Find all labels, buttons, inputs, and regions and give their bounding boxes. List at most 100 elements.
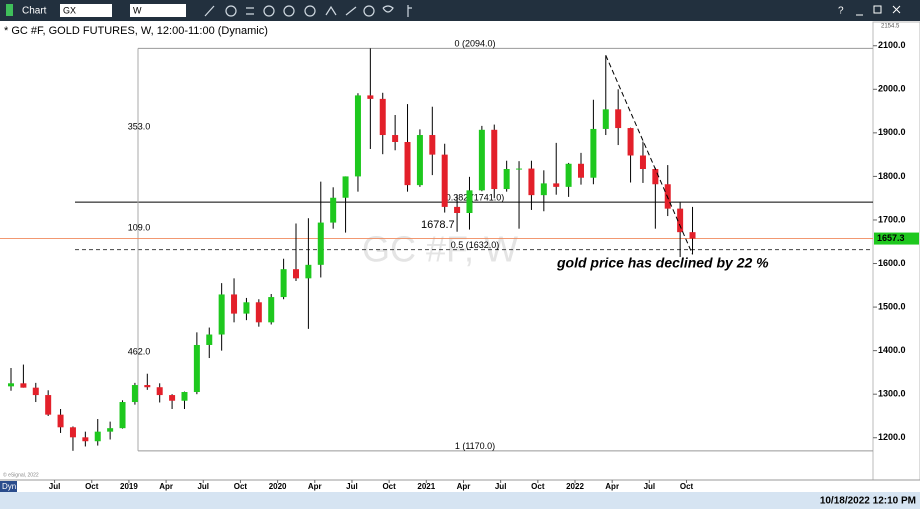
candle-body bbox=[45, 395, 52, 415]
toolbar-icons[interactable] bbox=[204, 5, 412, 17]
candle-body bbox=[367, 95, 374, 99]
candle-body bbox=[119, 402, 126, 429]
help-button[interactable]: ? bbox=[838, 6, 844, 17]
datetime: 10/18/2022 12:10 PM bbox=[820, 496, 916, 507]
y-tick-label: 1300.0 bbox=[878, 389, 906, 399]
candle-body bbox=[652, 169, 659, 185]
y-tick-label: 1800.0 bbox=[878, 171, 906, 181]
x-tick-label: Apr bbox=[457, 482, 471, 491]
window-controls[interactable] bbox=[856, 5, 901, 16]
candle-body bbox=[131, 385, 138, 403]
x-tick-label: Jul bbox=[495, 482, 507, 491]
candle-body bbox=[416, 135, 423, 186]
y-tick-label: 1500.0 bbox=[878, 301, 906, 311]
x-tick-label: Jul bbox=[644, 482, 656, 491]
symbol-input[interactable] bbox=[60, 4, 112, 17]
fib-label: 1 (1170.0) bbox=[455, 441, 495, 451]
candle-body bbox=[342, 176, 349, 198]
y-tick-label: 1600.0 bbox=[878, 258, 906, 268]
candle-body bbox=[144, 385, 151, 388]
candle-body bbox=[466, 190, 473, 213]
plot-area bbox=[0, 22, 873, 480]
candle-body bbox=[627, 128, 634, 156]
candle-body bbox=[243, 302, 250, 314]
candle-body bbox=[615, 109, 622, 129]
x-tick-label: Oct bbox=[234, 482, 248, 491]
candle-body bbox=[441, 154, 448, 207]
chart-title: * GC #F, GOLD FUTURES, W, 12:00-11:00 (D… bbox=[4, 25, 268, 37]
candle-body bbox=[94, 431, 101, 442]
candle-body bbox=[193, 344, 200, 393]
candle-body bbox=[540, 183, 547, 196]
candle-body bbox=[206, 334, 213, 345]
candle-body bbox=[317, 222, 324, 265]
x-tick-label: 2020 bbox=[269, 482, 287, 491]
candle-body bbox=[429, 135, 436, 155]
candle-body bbox=[32, 387, 39, 396]
copyright: © eSignal, 2022 bbox=[3, 471, 39, 478]
candle-body bbox=[516, 168, 523, 170]
watermark: GC #F, W bbox=[362, 229, 518, 270]
marked-price-label: 1678.7 bbox=[421, 219, 455, 231]
x-tick-label: Apr bbox=[308, 482, 322, 491]
dyn-label: Dyn bbox=[2, 482, 16, 491]
candle-body bbox=[156, 387, 163, 396]
candle-body bbox=[590, 128, 597, 178]
candle-body bbox=[169, 395, 176, 401]
x-tick-label: Apr bbox=[605, 482, 619, 491]
y-top-label: 2154.5 bbox=[881, 24, 900, 30]
x-tick-label: 2019 bbox=[120, 482, 138, 491]
candle-body bbox=[689, 232, 696, 239]
candle-body bbox=[330, 197, 337, 223]
candle-body bbox=[454, 206, 461, 213]
x-tick-label: Jul bbox=[197, 482, 209, 491]
x-tick-label: 2021 bbox=[417, 482, 435, 491]
candle-body bbox=[404, 141, 411, 186]
candle-body bbox=[392, 135, 399, 142]
x-tick-label: Oct bbox=[85, 482, 99, 491]
dyn-badge[interactable] bbox=[0, 481, 17, 492]
candle-body bbox=[478, 129, 485, 191]
measure-label: 462.0 bbox=[128, 346, 151, 356]
x-tick-label: Apr bbox=[159, 482, 173, 491]
last-price-label: 1657.3 bbox=[877, 233, 905, 243]
x-tick-label: Jul bbox=[49, 482, 61, 491]
measure-label: 109.0 bbox=[128, 222, 151, 232]
candle-body bbox=[20, 383, 27, 388]
y-tick-label: 1900.0 bbox=[878, 127, 906, 137]
y-tick-label: 2000.0 bbox=[878, 84, 906, 94]
interval-text: W bbox=[133, 5, 142, 15]
annotation: gold price has declined by 22 % bbox=[556, 255, 769, 271]
candle-body bbox=[578, 163, 584, 178]
fib-label: 0 (2094.0) bbox=[454, 39, 495, 49]
candle-body bbox=[293, 269, 299, 279]
y-tick-label: 1400.0 bbox=[878, 345, 906, 355]
trend-line bbox=[605, 55, 693, 255]
candle-body bbox=[231, 294, 238, 314]
candle-body bbox=[57, 414, 64, 428]
candle-body bbox=[107, 428, 114, 432]
price-axis bbox=[872, 21, 920, 481]
candle-body bbox=[8, 383, 14, 387]
candle-body bbox=[677, 208, 684, 233]
candle-body bbox=[491, 129, 498, 190]
candle-body bbox=[553, 183, 560, 187]
measure-label: 353.0 bbox=[128, 121, 151, 131]
y-tick-label: 1200.0 bbox=[878, 432, 906, 442]
candle-body bbox=[280, 269, 287, 298]
last-price-box bbox=[874, 232, 919, 245]
x-tick-label: Oct bbox=[382, 482, 396, 491]
candle-body bbox=[379, 98, 386, 136]
candle-body bbox=[503, 169, 510, 190]
candle-body bbox=[639, 155, 646, 170]
candle-body bbox=[354, 95, 361, 177]
candle-body bbox=[268, 297, 275, 323]
x-tick-label: Jul bbox=[346, 482, 358, 491]
x-tick-label: 2022 bbox=[566, 482, 584, 491]
status-bar bbox=[0, 492, 920, 509]
y-tick-label: 2100.0 bbox=[878, 40, 906, 50]
interval-input[interactable] bbox=[130, 4, 186, 17]
candle-body bbox=[218, 294, 225, 335]
